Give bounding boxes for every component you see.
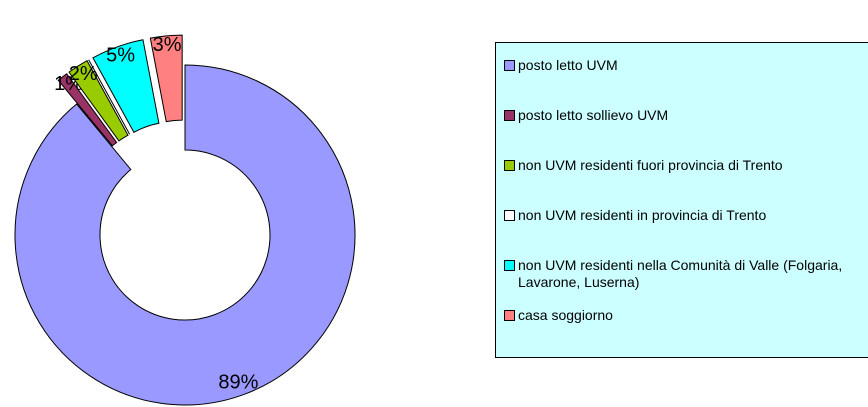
legend-label: non UVM residenti in provincia di Trento [518,207,767,223]
legend-item: non UVM residenti in provincia di Trento [504,207,853,224]
legend-label: non UVM residenti nella Comunità di Vall… [518,257,843,290]
legend-swatch [504,210,515,221]
legend-item: posto letto UVM [504,57,853,74]
legend-swatch [504,110,515,121]
legend-swatch [504,60,515,71]
legend-item: non UVM residenti fuori provincia di Tre… [504,157,853,174]
chart: 89%1%2%5% 3% [14,34,356,406]
legend-label: non UVM residenti fuori provincia di Tre… [518,157,783,173]
legend-swatch [504,160,515,171]
data-label: 89% [218,371,258,393]
slice [149,34,183,123]
legend-label: casa soggiorno [518,307,613,323]
data-label: 2% [69,63,98,85]
legend-item: non UVM residenti nella Comunità di Vall… [504,257,868,291]
slice [57,73,118,147]
slice [14,64,356,406]
legend: posto letto UVM posto letto sollievo UVM n… [495,42,868,358]
legend-swatch [504,310,515,321]
slice [92,39,160,133]
legend-label: posto letto UVM [518,57,618,73]
data-label: 3% [153,34,182,56]
legend-item: casa soggiorno [504,307,853,324]
legend-swatch [504,260,515,271]
slice [68,60,129,142]
legend-label: posto letto sollievo UVM [518,107,669,123]
legend-item: posto letto sollievo UVM [504,107,853,124]
data-label: 5% [106,45,135,67]
